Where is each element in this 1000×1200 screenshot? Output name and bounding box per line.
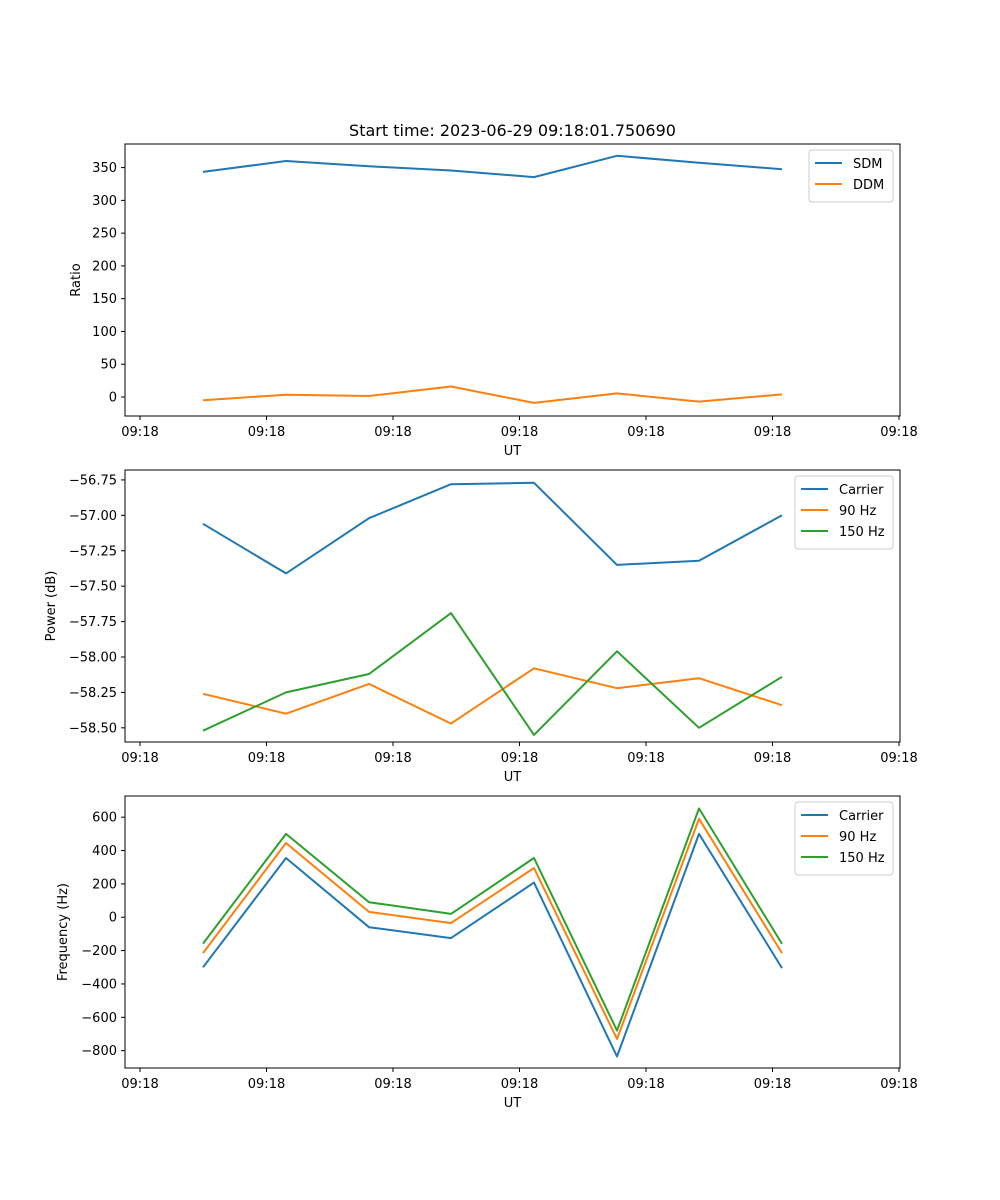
y-tick-label: −57.00 [69, 509, 117, 524]
x-tick-label: 09:18 [627, 751, 664, 766]
series-line-carrier [202, 481, 783, 575]
legend-label-sdm: SDM [853, 157, 882, 172]
legend: Carrier 90 Hz 150 Hz [794, 801, 894, 876]
series-line-carrier [202, 832, 783, 1058]
legend-label-carrier: Carrier [839, 809, 884, 824]
axes-frame [124, 469, 901, 743]
y-tick-label: −800 [81, 1044, 117, 1059]
figure-title: Start time: 2023-06-29 09:18:01.750690 [349, 121, 676, 140]
x-tick-label: 09:18 [627, 1077, 664, 1092]
x-tick-label: 09:18 [121, 751, 158, 766]
x-tick-label: 09:18 [501, 751, 538, 766]
panel-1: 0 50 100 150 200 250 300 350 09:18 09:18 09:18 09:1… [69, 143, 918, 459]
y-tick-label: −57.75 [69, 615, 117, 630]
legend-label-150-hz: 150 Hz [839, 851, 885, 866]
y-tick-label: 400 [92, 844, 117, 859]
axes-frame [124, 795, 901, 1069]
x-tick-label: 09:18 [374, 1077, 411, 1092]
x-tick-label: 09:18 [248, 425, 285, 440]
y-tick-label: 150 [92, 292, 117, 307]
y-tick-label: −57.25 [69, 544, 117, 559]
y-tick-label: −400 [81, 977, 117, 992]
x-axis-label: UT [504, 444, 522, 459]
series-line-90-hz [202, 667, 783, 725]
y-tick-label: 600 [92, 811, 117, 826]
series-line-ddm [202, 385, 783, 404]
y-axis-label: Power (dB) [44, 571, 59, 642]
series-line-150-hz [202, 807, 783, 1032]
legend-label-150-hz: 150 Hz [839, 525, 885, 540]
panel-2: −58.50 −58.25 −58.00 −57.75 −57.50 −57.25 −57.… [44, 469, 918, 785]
panel-3: −800 −600 −400 −200 0 200 400 600 09:18 09:18 09:1… [56, 795, 918, 1111]
y-tick-label: 0 [109, 911, 117, 926]
y-tick-label: −58.50 [69, 721, 117, 736]
x-tick-label: 09:18 [880, 1077, 917, 1092]
y-axis-label: Frequency (Hz) [56, 883, 71, 981]
x-tick-label: 09:18 [627, 425, 664, 440]
x-tick-label: 09:18 [374, 751, 411, 766]
x-tick-label: 09:18 [248, 751, 285, 766]
y-tick-label: −58.25 [69, 686, 117, 701]
y-tick-label: 200 [92, 259, 117, 274]
y-tick-label: 50 [100, 358, 117, 373]
x-tick-label: 09:18 [880, 425, 917, 440]
axes-frame [124, 143, 901, 417]
x-tick-label: 09:18 [121, 1077, 158, 1092]
series-line-150-hz [202, 612, 783, 736]
x-tick-label: 09:18 [501, 1077, 538, 1092]
y-tick-label: 250 [92, 227, 117, 242]
x-tick-label: 09:18 [754, 1077, 791, 1092]
y-tick-label: −600 [81, 1011, 117, 1026]
y-tick-label: 0 [109, 390, 117, 405]
x-tick-label: 09:18 [754, 751, 791, 766]
x-tick-label: 09:18 [374, 425, 411, 440]
series-line-90-hz [202, 817, 783, 1040]
x-axis-label: UT [504, 1096, 522, 1111]
y-tick-label: 300 [92, 194, 117, 209]
y-tick-label: 100 [92, 325, 117, 340]
legend: Carrier 90 Hz 150 Hz [794, 475, 894, 550]
legend-label-90-hz: 90 Hz [839, 504, 876, 519]
x-tick-label: 09:18 [754, 425, 791, 440]
x-axis-label: UT [504, 770, 522, 785]
x-tick-label: 09:18 [880, 751, 917, 766]
x-tick-label: 09:18 [248, 1077, 285, 1092]
y-tick-label: −200 [81, 944, 117, 959]
series-line-sdm [202, 154, 783, 179]
y-tick-label: 200 [92, 877, 117, 892]
y-tick-label: −56.75 [69, 473, 117, 488]
y-axis-label: Ratio [69, 263, 84, 296]
legend-label-carrier: Carrier [839, 483, 884, 498]
legend-label-90-hz: 90 Hz [839, 830, 876, 845]
x-tick-label: 09:18 [501, 425, 538, 440]
x-tick-label: 09:18 [121, 425, 158, 440]
y-tick-label: −57.50 [69, 580, 117, 595]
y-tick-label: 350 [92, 161, 117, 176]
legend: SDM DDM [808, 149, 894, 203]
y-tick-label: −58.00 [69, 651, 117, 666]
legend-label-ddm: DDM [853, 178, 884, 193]
